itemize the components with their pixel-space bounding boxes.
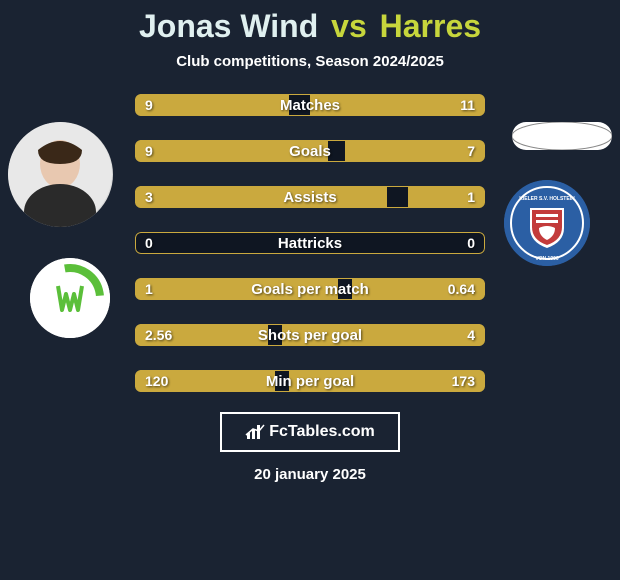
- player1-club-logo: [30, 258, 110, 338]
- stat-left-value: 2.56: [145, 327, 172, 343]
- player2-name: Harres: [380, 8, 481, 44]
- stat-right-value: 4: [467, 327, 475, 343]
- stat-row: 2.56 Shots per goal 4: [135, 324, 485, 346]
- stat-row: 9 Goals 7: [135, 140, 485, 162]
- stat-right-value: 11: [460, 97, 475, 113]
- stat-label: Shots per goal: [258, 327, 362, 344]
- stat-left-value: 9: [145, 97, 153, 113]
- stats-bars: 9 Matches 11 9 Goals 7 3 Assists 1 0 Hattricks 0 1 Go…: [135, 94, 485, 392]
- stat-left-value: 9: [145, 143, 153, 159]
- stat-label: Goals per match: [251, 281, 369, 298]
- stat-label: Goals: [289, 143, 331, 160]
- stat-left-value: 0: [145, 235, 153, 251]
- footer-logo-text: FcTables.com: [269, 423, 375, 441]
- stat-right-value: 7: [467, 143, 475, 159]
- stat-label: Matches: [280, 97, 340, 114]
- svg-text:VON 1900: VON 1900: [535, 256, 559, 262]
- stat-right-value: 0: [467, 235, 475, 251]
- stat-right-value: 1: [467, 189, 475, 205]
- stat-left-value: 1: [145, 281, 153, 297]
- stat-label: Assists: [283, 189, 336, 206]
- stat-row: 120 Min per goal 173: [135, 370, 485, 392]
- stat-left-value: 3: [145, 189, 153, 205]
- vs-text: vs: [331, 8, 367, 44]
- svg-text:KIELER S.V. HOLSTEIN: KIELER S.V. HOLSTEIN: [519, 196, 575, 202]
- player2-photo: [512, 122, 612, 150]
- player1-photo: [8, 122, 113, 227]
- stat-label: Hattricks: [278, 235, 342, 252]
- stat-row: 0 Hattricks 0: [135, 232, 485, 254]
- footer-date: 20 january 2025: [0, 466, 620, 483]
- stat-row: 1 Goals per match 0.64: [135, 278, 485, 300]
- stat-row: 3 Assists 1: [135, 186, 485, 208]
- stat-right-value: 0.64: [448, 281, 475, 297]
- comparison-title: Jonas Wind vs Harres: [0, 0, 620, 45]
- stat-left-value: 120: [145, 373, 168, 389]
- player2-club-logo: KIELER S.V. HOLSTEIN VON 1900: [504, 180, 590, 266]
- footer-logo: FcTables.com: [220, 412, 400, 452]
- chart-icon: [245, 423, 265, 441]
- stat-row: 9 Matches 11: [135, 94, 485, 116]
- subtitle: Club competitions, Season 2024/2025: [0, 53, 620, 70]
- stat-right-value: 173: [452, 373, 475, 389]
- player1-name: Jonas Wind: [139, 8, 318, 44]
- stat-label: Min per goal: [266, 373, 354, 390]
